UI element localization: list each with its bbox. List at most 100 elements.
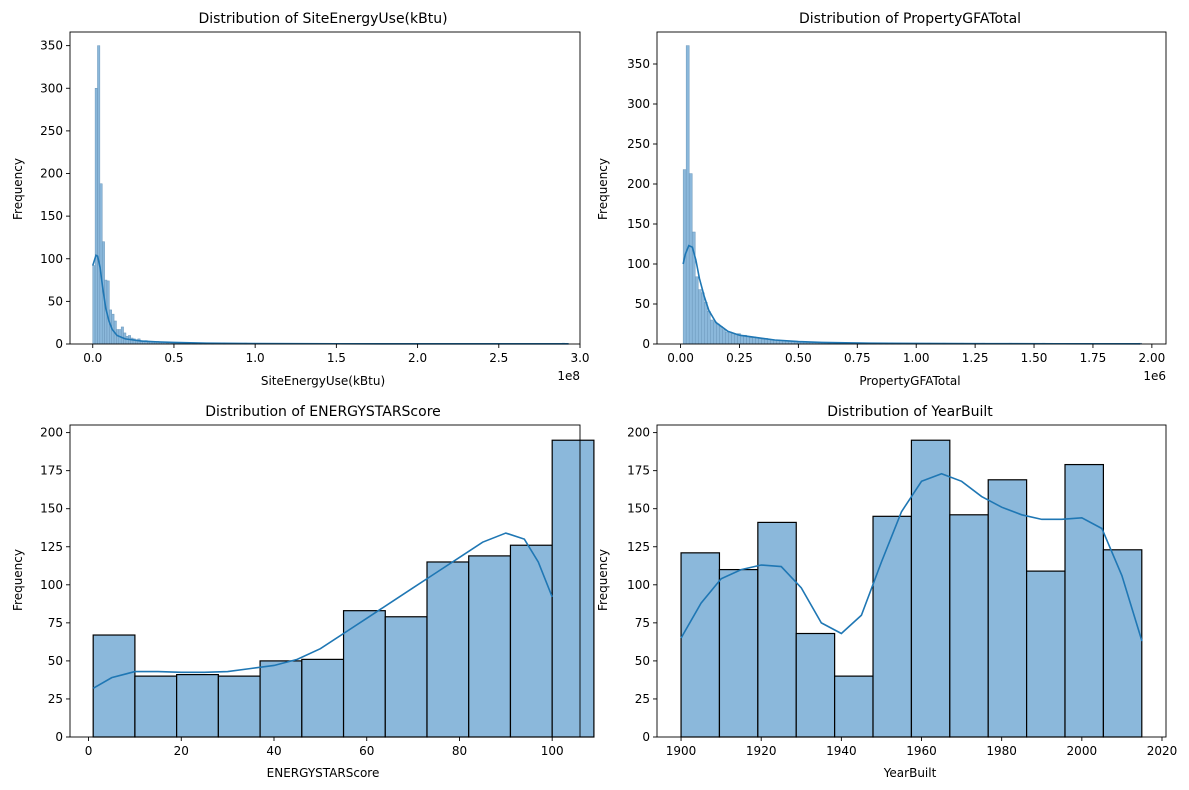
x-tick-label: 20	[174, 744, 189, 758]
histogram-bar	[704, 302, 708, 345]
x-tick-label: 0.5	[164, 351, 183, 365]
histogram-bar	[94, 88, 98, 345]
histogram-bar	[707, 310, 711, 345]
subplot-energystar-score: Distribution of ENERGYSTARScore ENERGYST…	[11, 404, 595, 780]
y-tick-label: 200	[40, 167, 63, 181]
x-tick-label: 2020	[1147, 744, 1178, 758]
histogram-bar	[910, 439, 951, 738]
x-tick-label: 1.0	[246, 351, 265, 365]
y-tick-label: 100	[40, 578, 63, 592]
x-tick-label: 0	[85, 744, 93, 758]
histogram-bar	[688, 173, 693, 345]
x-tick-label: 80	[452, 744, 467, 758]
histogram-bar	[722, 329, 726, 345]
y-axis-label: Frequency	[11, 549, 25, 611]
histogram-bar	[1064, 463, 1105, 738]
y-tick-label: 150	[40, 209, 63, 223]
x-axis-label: YearBuilt	[883, 766, 937, 780]
histogram-bars	[680, 439, 1143, 738]
histogram-bar	[259, 660, 303, 738]
y-tick-label: 75	[635, 616, 650, 630]
y-tick-label: 100	[627, 257, 650, 271]
y-tick-label: 350	[40, 39, 63, 53]
histogram-bar	[685, 45, 690, 345]
x-tick-label: 1.50	[1021, 351, 1048, 365]
x-tick-label: 3.0	[570, 351, 589, 365]
x-axis-ticks: 0 20 40 60 80 100	[85, 737, 564, 758]
y-axis-ticks: 0 25 50 75 100 125 150 175 200	[627, 426, 657, 744]
histogram-bar	[834, 675, 874, 738]
x-axis-ticks: 1900 1920 1940 1960 1980 2000 2020	[666, 737, 1177, 758]
histogram-bar	[120, 326, 124, 345]
x-tick-label: 0.0	[83, 351, 102, 365]
histogram-bar	[795, 632, 836, 738]
x-tick-label: 0.75	[844, 351, 871, 365]
y-tick-label: 300	[40, 81, 63, 95]
y-tick-label: 200	[627, 426, 650, 440]
x-axis-multiplier: 1e8	[557, 369, 580, 383]
histogram-bar	[301, 658, 345, 738]
y-tick-label: 0	[55, 337, 63, 351]
y-tick-label: 50	[48, 294, 63, 308]
histogram-bar	[551, 439, 595, 738]
x-tick-label: 2000	[1067, 744, 1098, 758]
histogram-bar	[728, 331, 732, 345]
y-tick-label: 25	[48, 692, 63, 706]
x-tick-label: 1960	[906, 744, 937, 758]
histogram-bar	[384, 616, 428, 738]
y-tick-label: 50	[48, 654, 63, 668]
histogram-bar	[718, 568, 759, 738]
histogram-bar	[97, 45, 101, 345]
histogram-bar	[758, 338, 762, 345]
histogram-bar	[694, 276, 699, 345]
histogram-bar	[509, 544, 553, 738]
axes-frame	[69, 31, 581, 345]
x-tick-label: 2.0	[408, 351, 427, 365]
histogram-bar	[697, 289, 702, 345]
histogram-bar	[426, 561, 470, 738]
y-tick-label: 25	[635, 692, 650, 706]
histogram-bar	[761, 338, 765, 345]
subplot-year-built: Distribution of YearBuilt YearBuilt Freq…	[596, 404, 1177, 780]
histogram-bar	[770, 339, 774, 345]
histogram-bar	[757, 521, 797, 738]
x-tick-label: 40	[266, 744, 281, 758]
x-tick-label: 0.25	[726, 351, 753, 365]
y-tick-label: 200	[40, 426, 63, 440]
x-tick-label: 60	[359, 744, 374, 758]
histogram-bar	[987, 479, 1028, 738]
subplot-property-gfa-total: Distribution of PropertyGFATotal Propert…	[596, 11, 1167, 388]
axes-frame	[69, 424, 581, 738]
histogram-bar	[746, 336, 750, 345]
histogram-bar	[1102, 549, 1143, 738]
x-tick-label: 1980	[986, 744, 1017, 758]
histogram-bar	[468, 555, 512, 738]
chart-title: Distribution of SiteEnergyUse(kBtu)	[198, 11, 447, 27]
histogram-bar	[680, 552, 721, 738]
y-tick-label: 150	[627, 217, 650, 231]
y-tick-label: 0	[642, 337, 650, 351]
y-tick-label: 50	[635, 297, 650, 311]
x-tick-label: 1900	[666, 744, 697, 758]
histogram-bar	[949, 514, 989, 738]
histogram-bar	[125, 336, 129, 345]
x-tick-label: 0.50	[785, 351, 812, 365]
y-tick-label: 75	[48, 616, 63, 630]
x-axis-ticks: 0.00 0.25 0.50 0.75 1.00 1.25 1.50 1.75 2.00	[667, 344, 1165, 365]
y-tick-label: 0	[642, 730, 650, 744]
x-axis-ticks: 0.0 0.5 1.0 1.5 2.0 2.5 3.0	[83, 344, 590, 365]
x-tick-label: 1.25	[962, 351, 989, 365]
histogram-bar	[872, 515, 913, 738]
histogram-bar	[749, 337, 753, 345]
y-tick-label: 150	[40, 502, 63, 516]
y-tick-label: 250	[627, 137, 650, 151]
y-tick-label: 100	[40, 252, 63, 266]
x-tick-label: 1920	[746, 744, 777, 758]
histogram-bar	[716, 323, 720, 345]
y-tick-label: 350	[627, 57, 650, 71]
histogram-bars	[92, 45, 565, 345]
y-tick-label: 200	[627, 177, 650, 191]
histogram-bar	[725, 331, 729, 345]
y-tick-label: 0	[55, 730, 63, 744]
